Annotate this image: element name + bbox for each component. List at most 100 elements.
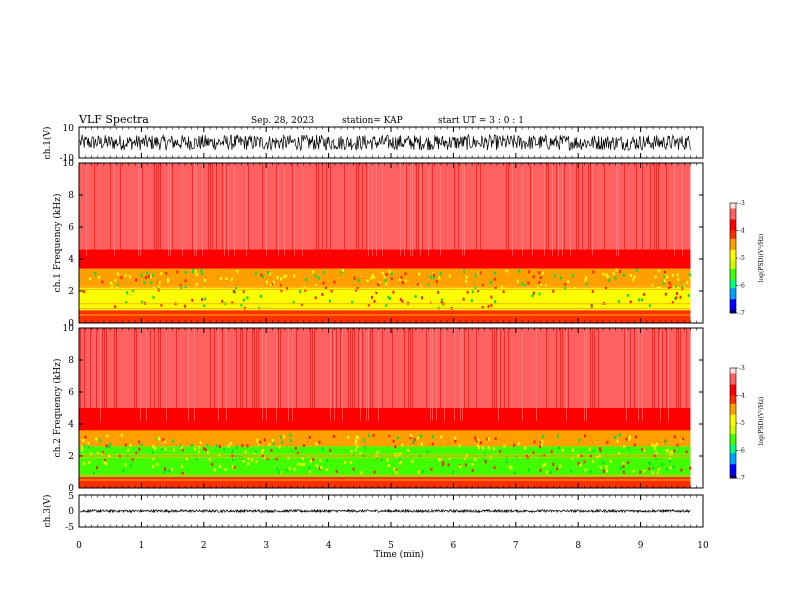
- spectrogram-speckle: [670, 452, 673, 456]
- spectrogram-speckle: [321, 293, 324, 296]
- spectrogram-speckle: [655, 456, 658, 460]
- spectrogram-streak: [110, 163, 111, 256]
- spectrogram-speckle: [516, 279, 519, 283]
- spectrogram-streak: [150, 328, 151, 421]
- spectrogram-streak: [562, 163, 563, 256]
- spectrogram-speckle: [385, 303, 388, 307]
- spectrogram-speckle: [351, 300, 354, 304]
- xtick-label: 7: [513, 541, 519, 551]
- spectrogram-speckle: [95, 466, 98, 470]
- spectrogram-speckle: [206, 451, 209, 455]
- spectrogram-speckle: [454, 439, 457, 443]
- spectrogram-streak: [462, 328, 463, 421]
- spectrogram-speckle: [455, 294, 458, 298]
- spectrogram-speckle: [314, 274, 317, 278]
- spectrogram-streak: [316, 163, 317, 256]
- spectrogram-speckle: [258, 442, 261, 446]
- spectrogram-speckle: [246, 444, 249, 448]
- spectrogram-speckle: [687, 293, 690, 297]
- spectrogram-speckle: [584, 468, 587, 472]
- spectrogram-speckle: [128, 275, 131, 279]
- spectrogram-speckle: [203, 304, 206, 308]
- spectrogram-speckle: [440, 300, 443, 304]
- colorbar-cell: [730, 434, 736, 438]
- spectrogram-speckle: [377, 282, 380, 286]
- spectrogram-speckle: [614, 436, 616, 439]
- spectrogram-speckle: [272, 280, 275, 284]
- spectrogram-speckle: [219, 277, 222, 280]
- spectrogram-speckle: [486, 437, 489, 441]
- ytick-label: 6: [68, 223, 74, 233]
- spectrogram-speckle: [395, 454, 398, 458]
- spectrogram-speckle: [618, 433, 621, 437]
- spectrogram-speckle: [662, 282, 665, 285]
- spectrogram-speckle: [381, 271, 384, 275]
- spectrogram-speckle: [564, 287, 567, 291]
- spectrogram-speckle: [297, 462, 300, 466]
- spectrogram-speckle: [499, 449, 502, 453]
- spectrogram-speckle: [482, 446, 484, 450]
- spectrogram-speckle: [231, 449, 234, 453]
- spectrogram-speckle: [330, 289, 333, 293]
- spectrogram-speckle: [471, 463, 474, 467]
- spectrogram-speckle: [635, 268, 638, 272]
- spectrogram-speckle: [122, 468, 125, 472]
- spectrogram-speckle: [663, 274, 666, 278]
- spectrogram-speckle: [471, 290, 474, 294]
- spectrogram-speckle: [229, 441, 232, 445]
- spectrogram-speckle: [666, 275, 669, 279]
- spectrogram-band-4: [79, 328, 691, 408]
- spectrogram-speckle: [411, 459, 414, 463]
- spectrogram-speckle: [549, 471, 552, 475]
- spectrogram-speckle: [89, 277, 92, 281]
- spectrogram-speckle: [431, 435, 434, 439]
- spectrogram-speckle: [180, 286, 183, 290]
- time-axis-ticks: [78, 127, 704, 527]
- colorbar-cell: [730, 258, 736, 262]
- spectrogram-speckle: [163, 470, 166, 474]
- spectrogram-speckle: [241, 444, 244, 448]
- spectrogram-speckle: [270, 449, 273, 452]
- spectrogram-streak: [556, 163, 557, 256]
- spectrogram-speckle: [673, 449, 676, 453]
- ytick-label: 10: [63, 159, 75, 169]
- spectrogram-speckle: [280, 289, 283, 293]
- spectrogram-speckle: [639, 470, 642, 474]
- ch2-spectrogram-image: [79, 328, 703, 488]
- spectrogram-streak: [432, 163, 433, 256]
- spectrogram-speckle: [256, 439, 259, 443]
- spectrogram-speckle: [82, 439, 85, 442]
- spectrogram-speckle: [474, 286, 477, 290]
- spectrogram-streak: [494, 328, 495, 421]
- ytick-label: 4: [68, 255, 74, 265]
- colorbar-cell: [730, 392, 736, 396]
- colorbar-cell: [730, 304, 736, 308]
- spectrogram-speckle: [242, 459, 245, 463]
- spectrogram-streak: [464, 163, 465, 256]
- spectrogram-speckle: [387, 464, 390, 467]
- colorbar-cell: [730, 260, 736, 264]
- spectrogram-streak: [592, 163, 593, 256]
- spectrogram-streak: [226, 163, 227, 256]
- spectrogram-streak: [116, 328, 117, 421]
- spectrogram-speckle: [524, 446, 527, 450]
- spectrogram-speckle: [341, 268, 344, 272]
- spectrogram-speckle: [505, 460, 508, 464]
- spectrogram-speckle: [241, 291, 244, 295]
- spectrogram-speckle: [314, 283, 317, 287]
- spectrogram-speckle: [589, 447, 591, 451]
- spectrogram-speckle: [108, 453, 111, 457]
- spectrogram-speckle: [666, 467, 668, 471]
- spectrogram-speckle: [167, 469, 170, 473]
- spectrogram-speckle: [654, 447, 656, 451]
- spectrogram-streak: [326, 163, 327, 256]
- spectrogram-speckle: [599, 447, 601, 451]
- spectrogram-speckle: [671, 294, 674, 298]
- spectrogram-speckle: [493, 271, 496, 275]
- spectrogram-speckle: [138, 440, 141, 444]
- spectrogram-speckle: [673, 294, 676, 298]
- spectrogram-speckle: [584, 278, 587, 282]
- ch3-ytick-bottom: -5: [65, 523, 74, 533]
- spectrogram-speckle: [320, 296, 323, 299]
